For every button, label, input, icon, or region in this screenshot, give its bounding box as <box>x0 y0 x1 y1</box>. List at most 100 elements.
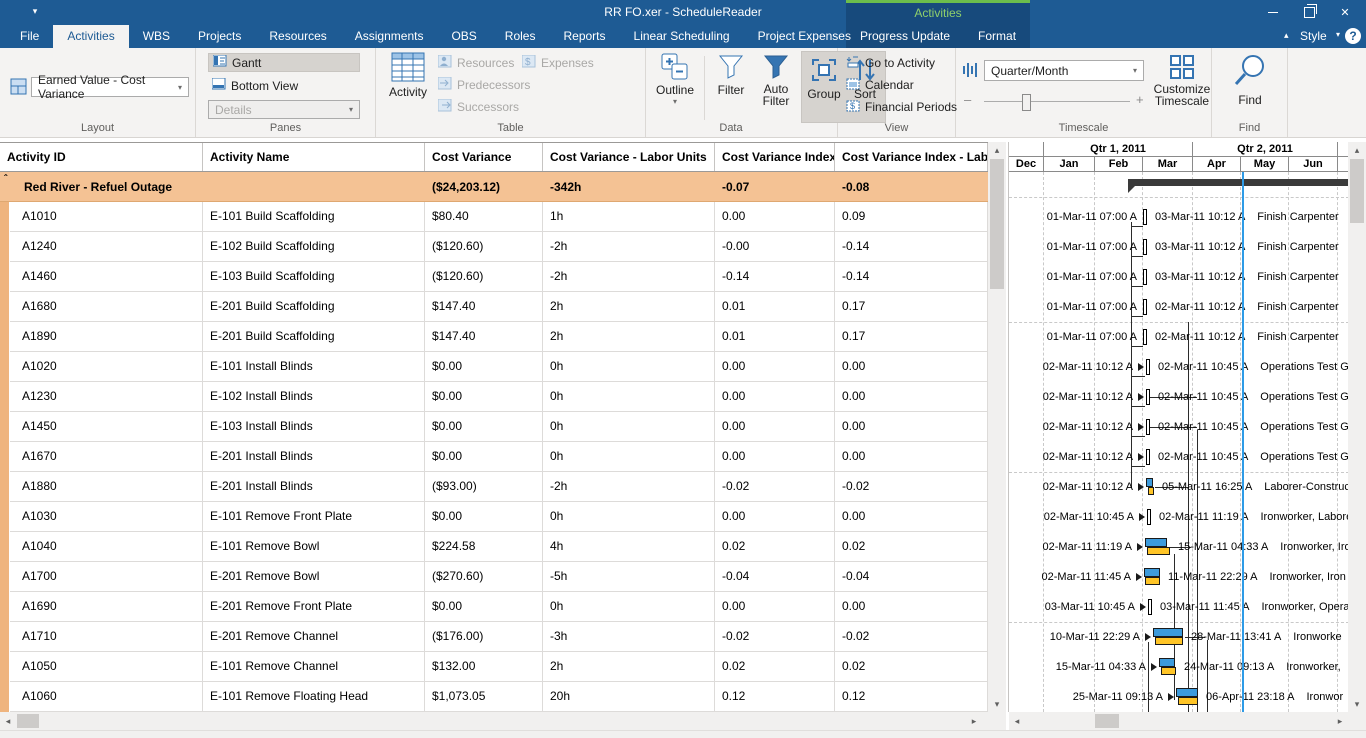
activity-bar-baseline <box>1155 637 1183 645</box>
table-cell: 0h <box>543 352 715 381</box>
tab-progress-update[interactable]: Progress Update <box>846 25 964 48</box>
tab-resources[interactable]: Resources <box>255 25 340 48</box>
table-row-A1240[interactable]: A1240E-102 Build Scaffolding($120.60)-2h… <box>0 232 988 262</box>
table-vertical-scrollbar[interactable]: ▴ ▾ <box>988 142 1006 738</box>
financial-periods-button[interactable]: $ Financial Periods <box>846 99 957 115</box>
column-header[interactable]: Activity Name <box>203 143 425 171</box>
application-window: ▾ RR FO.xer - ScheduleReader Activities … <box>0 0 1366 738</box>
scroll-right-icon[interactable]: ▸ <box>1332 712 1348 730</box>
tab-assignments[interactable]: Assignments <box>341 25 438 48</box>
group-band-strip <box>0 262 10 292</box>
table-row-A1040[interactable]: A1040E-101 Remove Bowl$224.584h0.020.02 <box>0 532 988 562</box>
filter-button[interactable]: Filter <box>710 52 752 97</box>
financial-periods-icon: $ <box>846 99 860 115</box>
find-button[interactable]: Find <box>1226 52 1274 107</box>
scroll-down-icon[interactable]: ▾ <box>988 696 1006 712</box>
table-row-A1690[interactable]: A1690E-201 Remove Front Plate$0.000h0.00… <box>0 592 988 622</box>
table-row-A1710[interactable]: A1710E-201 Remove Channel($176.00)-3h-0.… <box>0 622 988 652</box>
timescale-slider-track[interactable] <box>984 101 1130 102</box>
tab-projects[interactable]: Projects <box>184 25 255 48</box>
timescale-dropdown[interactable]: Quarter/Month▾ <box>984 60 1144 81</box>
scroll-left-icon[interactable]: ◂ <box>0 712 16 730</box>
tab-linear-scheduling[interactable]: Linear Scheduling <box>620 25 744 48</box>
timescale-slider-thumb[interactable] <box>1022 94 1031 111</box>
table-row-A1890[interactable]: A1890E-201 Build Scaffolding$147.402h0.0… <box>0 322 988 352</box>
gantt-view-button[interactable]: Gantt <box>208 53 360 72</box>
bottom-view-button[interactable]: Bottom View <box>208 76 360 95</box>
scroll-right-icon[interactable]: ▸ <box>966 712 982 730</box>
collapse-ribbon-icon[interactable]: ▴ <box>1284 30 1289 41</box>
activity-table-button[interactable]: Activity <box>384 52 432 99</box>
main-content: Activity IDActivity NameCost VarianceCos… <box>0 138 1366 730</box>
column-header[interactable]: Cost Variance Index - Labor Un <box>835 143 988 171</box>
table-cell: 2h <box>543 652 715 681</box>
tab-file[interactable]: File <box>6 25 53 48</box>
table-row-A1060[interactable]: A1060E-101 Remove Floating Head$1,073.05… <box>0 682 988 712</box>
restore-button[interactable] <box>1294 0 1324 25</box>
gantt-hscroll-thumb[interactable] <box>1095 714 1119 728</box>
table-row-A1050[interactable]: A1050E-101 Remove Channel$132.002h0.020.… <box>0 652 988 682</box>
gantt-vscroll-thumb[interactable] <box>1350 159 1364 223</box>
column-header[interactable]: Cost Variance Index <box>715 143 835 171</box>
zoom-out-button[interactable]: – <box>964 92 971 107</box>
table-row-A1030[interactable]: A1030E-101 Remove Front Plate$0.000h0.00… <box>0 502 988 532</box>
table-cell: 4h <box>543 532 715 561</box>
relationship-arrow-icon <box>1138 453 1144 461</box>
table-row-A1020[interactable]: A1020E-101 Install Blinds$0.000h0.000.00 <box>0 352 988 382</box>
table-row-A1700[interactable]: A1700E-201 Remove Bowl($270.60)-5h-0.04-… <box>0 562 988 592</box>
column-header[interactable]: Cost Variance - Labor Units <box>543 143 715 171</box>
column-header[interactable]: Activity ID <box>0 143 203 171</box>
table-row-A1450[interactable]: A1450E-103 Install Blinds$0.000h0.000.00 <box>0 412 988 442</box>
gantt-horizontal-scrollbar[interactable]: ◂ ▸ <box>1009 712 1348 730</box>
collapse-chevron-icon[interactable]: ˆ <box>4 174 7 185</box>
zoom-in-button[interactable]: + <box>1136 92 1144 107</box>
group-row-value: ($24,203.12) <box>432 172 500 202</box>
calendar-button[interactable]: Calendar <box>846 77 914 93</box>
table-row-A1670[interactable]: A1670E-201 Install Blinds$0.000h0.000.00 <box>0 442 988 472</box>
layout-dropdown[interactable]: Earned Value - Cost Variance▾ <box>31 77 189 97</box>
relationship-arrow-icon <box>1136 573 1142 581</box>
wbs-group-row[interactable]: ˆ Red River - Refuel Outage ($24,203.12)… <box>0 172 988 202</box>
table-row-A1880[interactable]: A1880E-201 Install Blinds($93.00)-2h-0.0… <box>0 472 988 502</box>
tab-obs[interactable]: OBS <box>437 25 490 48</box>
customize-timescale-button[interactable]: Customize Timescale <box>1154 52 1210 107</box>
table-cell: $1,073.05 <box>425 682 543 711</box>
table-vscroll-thumb[interactable] <box>990 159 1004 289</box>
activity-bar-baseline <box>1161 667 1176 675</box>
table-cell: $147.40 <box>425 322 543 351</box>
tab-roles[interactable]: Roles <box>491 25 550 48</box>
go-to-activity-button[interactable]: Go to Activity <box>846 55 935 71</box>
table-horizontal-scrollbar[interactable]: ◂ ▸ <box>0 712 988 730</box>
month-header-cell: Dec <box>1009 157 1044 172</box>
tab-activities[interactable]: Activities <box>53 25 128 48</box>
table-cell: 0.12 <box>715 682 835 711</box>
help-button[interactable]: ? <box>1345 28 1361 44</box>
close-button[interactable]: ✕ <box>1330 0 1360 25</box>
table-row-A1680[interactable]: A1680E-201 Build Scaffolding$147.402h0.0… <box>0 292 988 322</box>
table-hscroll-thumb[interactable] <box>17 714 39 728</box>
gantt-vertical-scrollbar[interactable]: ▴ ▾ <box>1348 142 1366 738</box>
outline-button[interactable]: Outline ▾ <box>652 52 698 106</box>
group-icon <box>809 56 839 87</box>
auto-filter-button[interactable]: Auto Filter <box>754 52 798 107</box>
table-cell: 0.00 <box>835 442 988 471</box>
tab-reports[interactable]: Reports <box>549 25 619 48</box>
group-band-strip <box>0 382 10 412</box>
relationship-arrow-icon <box>1138 483 1144 491</box>
minimize-button[interactable] <box>1258 0 1288 25</box>
column-header[interactable]: Cost Variance <box>425 143 543 171</box>
scroll-left-icon[interactable]: ◂ <box>1009 712 1025 730</box>
style-button[interactable]: Style <box>1300 25 1327 48</box>
group-band-strip <box>0 322 10 352</box>
table-cell: E-101 Remove Front Plate <box>203 502 425 531</box>
scroll-down-icon[interactable]: ▾ <box>1348 696 1366 712</box>
group-row-value: -0.07 <box>722 172 749 202</box>
scroll-up-icon[interactable]: ▴ <box>1348 142 1366 158</box>
gantt-row: 02-Mar-11 11:45 A11-Mar-11 22:29 AIronwo… <box>1009 562 1349 592</box>
tab-format[interactable]: Format <box>964 25 1030 48</box>
table-row-A1460[interactable]: A1460E-103 Build Scaffolding($120.60)-2h… <box>0 262 988 292</box>
table-row-A1230[interactable]: A1230E-102 Install Blinds$0.000h0.000.00 <box>0 382 988 412</box>
table-row-A1010[interactable]: A1010E-101 Build Scaffolding$80.401h0.00… <box>0 202 988 232</box>
tab-wbs[interactable]: WBS <box>129 25 184 48</box>
scroll-up-icon[interactable]: ▴ <box>988 142 1006 158</box>
